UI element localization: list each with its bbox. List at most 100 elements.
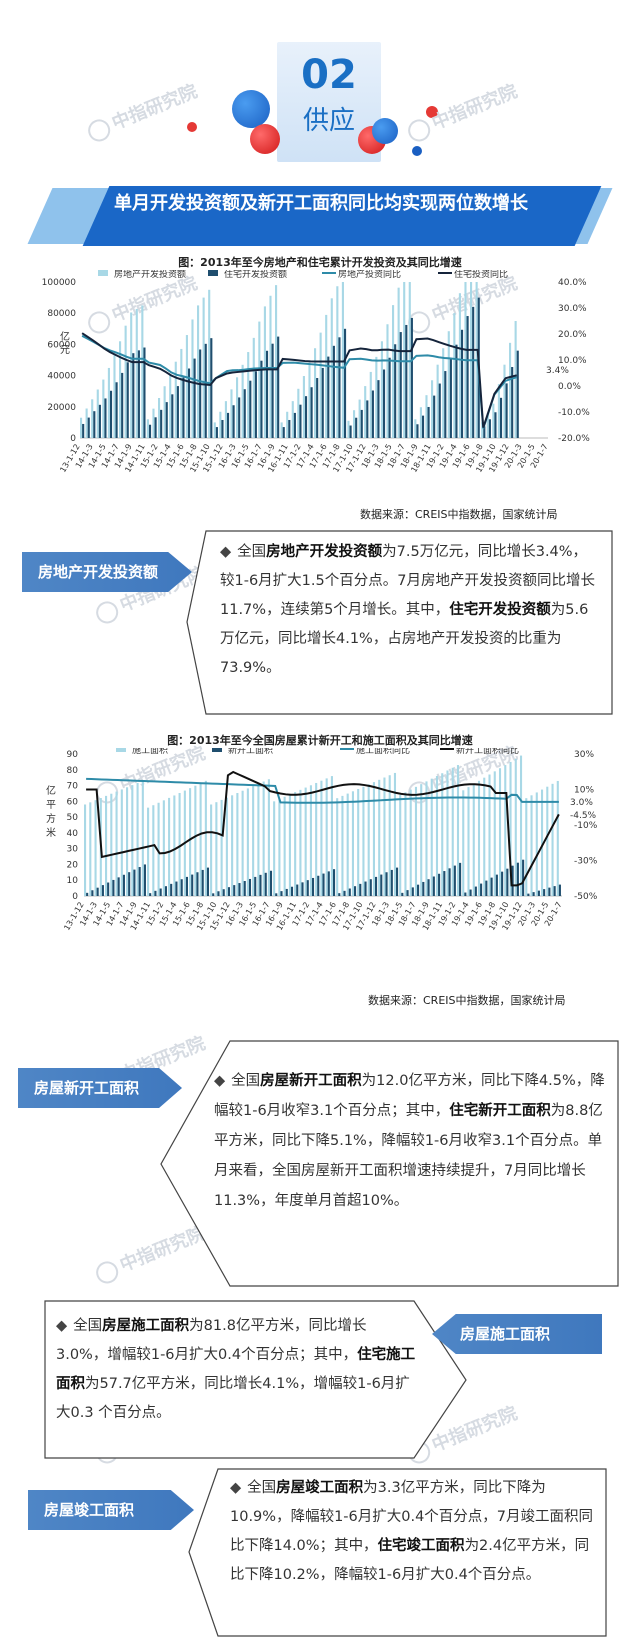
bar-real-estate	[380, 341, 383, 438]
bar-real-estate	[297, 388, 300, 438]
bar-new-starts	[290, 886, 294, 896]
bar-construction	[162, 800, 165, 896]
section-header: 02 供应	[0, 0, 640, 180]
bar-new-starts	[380, 874, 383, 896]
bar-residential	[187, 368, 191, 438]
chart2-caption: 图：2013年至今全国房屋累计新开工和施工面积及其同比增速	[167, 734, 473, 747]
legend-swatch	[98, 270, 108, 276]
bar-new-starts	[453, 865, 456, 896]
bar-real-estate	[392, 305, 395, 438]
bar-residential	[377, 380, 380, 438]
bar-construction	[110, 793, 113, 896]
bar-new-starts	[338, 893, 341, 896]
bar-new-starts	[117, 877, 120, 896]
bar-residential	[360, 409, 363, 438]
bar-construction	[509, 761, 512, 896]
bar-real-estate	[202, 297, 205, 438]
bar-residential	[176, 386, 179, 438]
y-tick-label: 30	[67, 845, 79, 855]
bar-new-starts	[238, 883, 241, 896]
y-tick-label: 90	[67, 750, 79, 760]
bar-residential	[154, 417, 157, 438]
bar-construction	[498, 768, 502, 896]
bar-new-starts	[501, 871, 504, 896]
bar-real-estate	[85, 408, 88, 438]
bar-new-starts	[406, 890, 409, 896]
bar-residential	[472, 306, 475, 438]
bar-construction	[325, 778, 328, 896]
bar-residential	[199, 349, 202, 438]
bar-new-starts	[227, 887, 231, 896]
bar-residential	[232, 405, 235, 438]
bar-new-starts	[401, 892, 404, 896]
bar-new-starts	[527, 893, 530, 896]
bar-real-estate	[146, 419, 149, 438]
legend-label: 房地产开发投资额	[114, 270, 186, 280]
bar-real-estate	[124, 325, 127, 438]
y-tick-label: 20000	[47, 403, 76, 413]
bar-construction	[388, 775, 391, 896]
bar-residential	[93, 411, 96, 438]
bar-residential	[148, 424, 152, 438]
bar-real-estate	[302, 376, 305, 438]
bar-new-starts	[154, 890, 157, 896]
new-starts-paragraph: ◆ 全国房屋新开工面积为12.0亿平方米，同比下降4.5%，降幅较1-6月收窄3.…	[214, 1073, 605, 1209]
bar-construction	[493, 771, 496, 896]
bar-construction	[136, 782, 139, 896]
bar-new-starts	[364, 881, 367, 896]
bar-residential	[332, 345, 335, 438]
line-residential-yoy	[81, 332, 517, 428]
y2-tick-label: 40.0%	[558, 278, 587, 288]
bar-new-starts	[548, 887, 551, 896]
tag-under-construction: 房屋施工面积	[432, 1314, 602, 1354]
bar-residential	[388, 357, 391, 438]
bar-new-starts	[532, 892, 535, 896]
text-frame	[186, 530, 613, 715]
bar-real-estate	[330, 298, 333, 438]
bar-construction	[178, 793, 181, 896]
floor-area-chart: 施工面积 新开工面积 施工面积同比 新开工面积同比 90 80 70 60 50 40 30 20 10…	[46, 748, 598, 932]
bar-residential	[421, 415, 425, 438]
bar-new-starts	[537, 890, 540, 896]
bar-construction	[225, 797, 228, 896]
bar-construction	[446, 770, 449, 896]
bar-new-starts	[222, 889, 225, 896]
line-new-starts-yoy	[86, 770, 560, 887]
bar-residential	[416, 424, 419, 438]
end-label: 3.0%	[570, 798, 593, 808]
bar-residential	[82, 423, 85, 438]
bar-new-starts	[553, 886, 556, 896]
bar-residential	[165, 402, 168, 438]
bar-real-estate	[180, 348, 183, 438]
legend-label: 施工面积	[132, 748, 168, 756]
bar-real-estate	[497, 384, 500, 438]
text-frame	[188, 1468, 607, 1637]
bar-construction	[315, 782, 318, 896]
bar-construction	[131, 785, 134, 896]
bar-new-starts	[359, 883, 362, 896]
bar-real-estate	[447, 331, 450, 438]
bar-residential	[293, 412, 296, 438]
bar-construction	[262, 781, 265, 896]
bar-construction	[157, 802, 160, 896]
bullet-diamond-icon: ◆	[56, 1318, 68, 1334]
bar-real-estate	[503, 364, 506, 438]
bar-residential	[382, 369, 386, 438]
bar-new-starts	[443, 871, 446, 896]
bar-real-estate	[263, 306, 266, 438]
tag-new-starts: 房屋新开工面积	[18, 1068, 182, 1108]
investment-chart: 房地产开发投资额 住宅开发投资额 房地产投资同比 住宅投资同比 100000 80000 6…	[42, 270, 590, 474]
bar-construction	[393, 772, 397, 896]
bar-real-estate	[319, 332, 322, 438]
bar-residential	[483, 426, 486, 438]
bar-real-estate	[113, 355, 116, 438]
bar-new-starts	[170, 883, 173, 896]
bar-new-starts	[343, 890, 346, 896]
bar-construction	[267, 779, 270, 896]
bar-construction	[152, 805, 155, 896]
y-tick-label: 80	[67, 766, 79, 776]
y-axis-unit: 平	[46, 800, 56, 811]
bar-residential	[327, 356, 330, 438]
y2-tick-label: -20.0%	[558, 434, 590, 444]
bar-real-estate	[208, 289, 211, 438]
